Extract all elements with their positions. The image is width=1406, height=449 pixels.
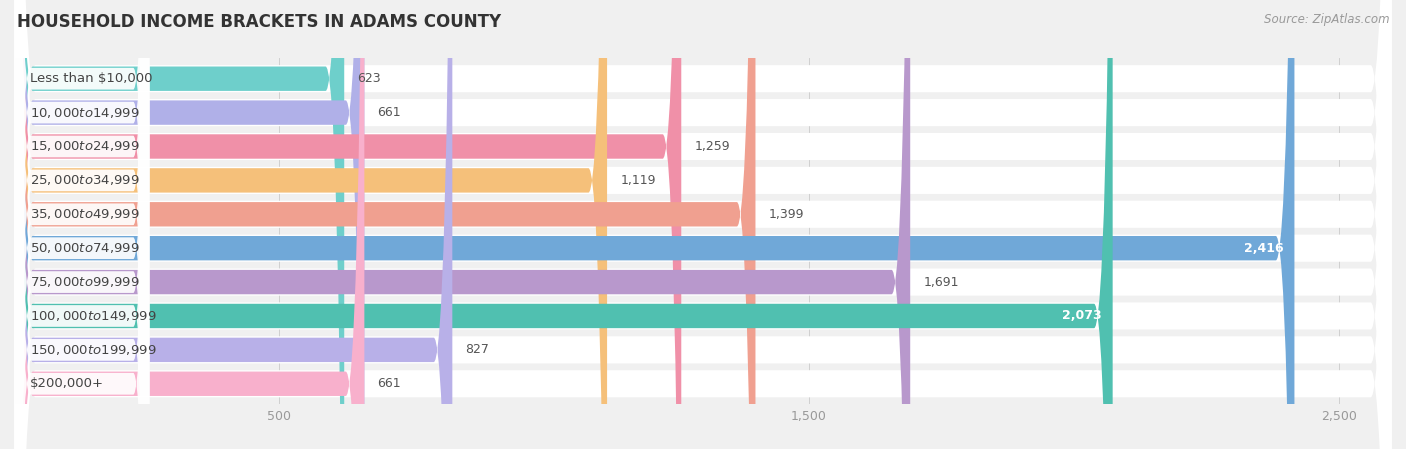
FancyBboxPatch shape xyxy=(14,0,149,449)
Text: 1,259: 1,259 xyxy=(695,140,730,153)
FancyBboxPatch shape xyxy=(14,0,1392,449)
FancyBboxPatch shape xyxy=(14,0,755,449)
Text: 827: 827 xyxy=(465,343,489,357)
FancyBboxPatch shape xyxy=(14,0,149,449)
FancyBboxPatch shape xyxy=(14,0,1392,449)
FancyBboxPatch shape xyxy=(14,0,1392,449)
Text: $35,000 to $49,999: $35,000 to $49,999 xyxy=(30,207,139,221)
FancyBboxPatch shape xyxy=(14,0,149,449)
Text: $100,000 to $149,999: $100,000 to $149,999 xyxy=(30,309,156,323)
Text: 2,073: 2,073 xyxy=(1063,309,1102,322)
FancyBboxPatch shape xyxy=(14,0,1392,449)
FancyBboxPatch shape xyxy=(14,0,149,449)
FancyBboxPatch shape xyxy=(14,0,1392,449)
Text: $150,000 to $199,999: $150,000 to $199,999 xyxy=(30,343,156,357)
FancyBboxPatch shape xyxy=(14,0,1295,449)
FancyBboxPatch shape xyxy=(14,0,149,449)
FancyBboxPatch shape xyxy=(14,0,149,449)
FancyBboxPatch shape xyxy=(14,0,149,449)
FancyBboxPatch shape xyxy=(14,0,149,449)
Text: 661: 661 xyxy=(378,106,401,119)
Text: 1,399: 1,399 xyxy=(769,208,804,221)
FancyBboxPatch shape xyxy=(14,0,344,449)
Text: $75,000 to $99,999: $75,000 to $99,999 xyxy=(30,275,139,289)
FancyBboxPatch shape xyxy=(14,0,1392,449)
FancyBboxPatch shape xyxy=(14,0,1392,449)
Text: 1,691: 1,691 xyxy=(924,276,959,289)
FancyBboxPatch shape xyxy=(14,0,1392,449)
FancyBboxPatch shape xyxy=(14,0,682,449)
Text: $15,000 to $24,999: $15,000 to $24,999 xyxy=(30,140,139,154)
FancyBboxPatch shape xyxy=(14,0,149,449)
Text: Source: ZipAtlas.com: Source: ZipAtlas.com xyxy=(1264,13,1389,26)
FancyBboxPatch shape xyxy=(14,0,364,449)
FancyBboxPatch shape xyxy=(14,0,910,449)
Text: 2,416: 2,416 xyxy=(1244,242,1284,255)
FancyBboxPatch shape xyxy=(14,0,1392,449)
Text: $10,000 to $14,999: $10,000 to $14,999 xyxy=(30,106,139,119)
Text: 623: 623 xyxy=(357,72,381,85)
Text: HOUSEHOLD INCOME BRACKETS IN ADAMS COUNTY: HOUSEHOLD INCOME BRACKETS IN ADAMS COUNT… xyxy=(17,13,501,31)
FancyBboxPatch shape xyxy=(14,0,453,449)
Text: 1,119: 1,119 xyxy=(620,174,655,187)
FancyBboxPatch shape xyxy=(14,0,1112,449)
FancyBboxPatch shape xyxy=(14,0,364,449)
Text: Less than $10,000: Less than $10,000 xyxy=(30,72,152,85)
Text: $25,000 to $34,999: $25,000 to $34,999 xyxy=(30,173,139,187)
FancyBboxPatch shape xyxy=(14,0,149,449)
Text: $200,000+: $200,000+ xyxy=(30,377,104,390)
FancyBboxPatch shape xyxy=(14,0,1392,449)
Text: 661: 661 xyxy=(378,377,401,390)
Text: $50,000 to $74,999: $50,000 to $74,999 xyxy=(30,241,139,255)
FancyBboxPatch shape xyxy=(14,0,607,449)
